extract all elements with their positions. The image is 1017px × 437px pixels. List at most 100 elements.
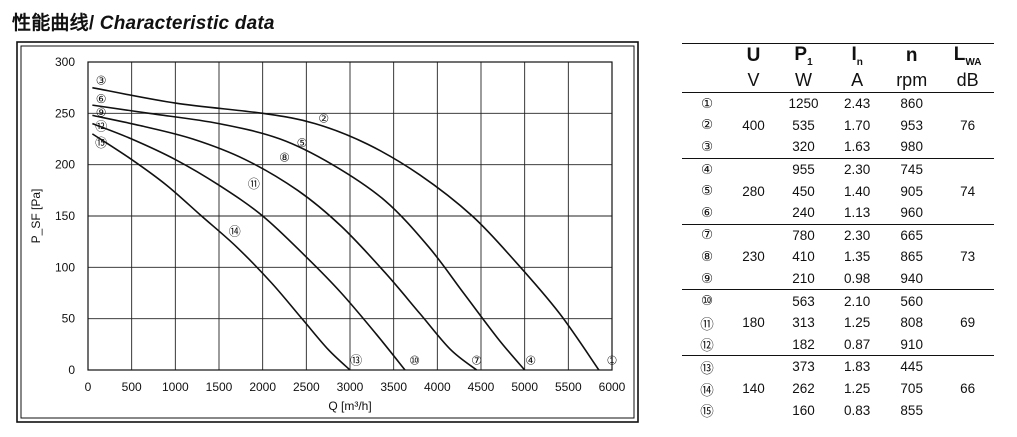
cell-sound-level bbox=[941, 93, 994, 115]
cell-sound-level bbox=[941, 158, 994, 180]
cell-voltage bbox=[732, 224, 775, 246]
unit-power: W bbox=[774, 68, 833, 93]
row-index: ⑭ bbox=[700, 382, 714, 398]
cell-speed: 745 bbox=[900, 162, 923, 178]
x-tick-label: 4000 bbox=[424, 380, 451, 394]
cell-current: 1.70 bbox=[844, 117, 871, 133]
cell-power: 240 bbox=[774, 201, 833, 225]
curve-number-text: ⑬ bbox=[350, 354, 362, 368]
curve-number-label: ② bbox=[318, 111, 329, 125]
curve-number-label: ⑦ bbox=[471, 354, 482, 368]
row-index: ⑬ bbox=[700, 360, 714, 376]
y-tick-label: 150 bbox=[55, 209, 75, 223]
cell-current: 1.13 bbox=[832, 201, 883, 225]
x-tick-label: 5500 bbox=[555, 380, 582, 394]
cell-speed: 940 bbox=[882, 267, 942, 291]
cell-power: 182 bbox=[774, 333, 833, 357]
row-index: ⑨ bbox=[682, 267, 732, 291]
x-tick-label: 5000 bbox=[511, 380, 538, 394]
cell-speed: 665 bbox=[900, 227, 923, 243]
cell-sound-level bbox=[941, 399, 994, 421]
cell-power: 160 bbox=[792, 402, 815, 418]
cell-current: 1.25 bbox=[844, 315, 871, 331]
cell-voltage bbox=[732, 290, 775, 312]
unit-voltage: V bbox=[732, 68, 775, 93]
chart-outer-frame bbox=[16, 41, 639, 423]
header-current: In bbox=[832, 43, 883, 68]
cell-power: 563 bbox=[792, 293, 815, 309]
unit-current: A bbox=[832, 68, 883, 93]
cell-speed: 445 bbox=[900, 359, 923, 375]
header-power: P1 bbox=[774, 43, 833, 68]
table-row: ④ 955 2.30 745 bbox=[682, 158, 994, 180]
cell-speed: 855 bbox=[900, 402, 923, 418]
cell-voltage bbox=[732, 201, 775, 225]
table-row: ⑥ 240 1.13 960 bbox=[682, 201, 994, 225]
table-row: ① 1250 2.43 860 bbox=[682, 93, 994, 115]
row-index: ③ bbox=[682, 136, 732, 159]
cell-voltage: 400 bbox=[742, 117, 765, 133]
fan-curves bbox=[91, 86, 600, 371]
y-tick-labels: 0 50 100 150 200 250 300 bbox=[55, 55, 75, 377]
cell-sound-level bbox=[941, 224, 994, 246]
curve-number-text: ⑪ bbox=[248, 177, 260, 191]
cell-current: 2.30 bbox=[844, 162, 871, 178]
curve-number-label: ⑭ bbox=[229, 224, 241, 238]
title-chinese: 性能曲线 bbox=[12, 12, 89, 34]
curve-number-text: ⑭ bbox=[229, 224, 241, 238]
cell-current: 0.98 bbox=[832, 267, 883, 291]
fan-curve-line bbox=[92, 122, 406, 371]
header-index-blank bbox=[682, 43, 732, 68]
table-row: ② 400 535 1.70 953 76 bbox=[682, 115, 994, 137]
x-tick-label: 2500 bbox=[293, 380, 320, 394]
cell-voltage bbox=[732, 93, 775, 115]
curve-number-label: ⑮ bbox=[95, 136, 107, 150]
cell-sound-level bbox=[941, 333, 994, 357]
cell-sound-level: 76 bbox=[960, 117, 976, 133]
curve-number-label: ⑪ bbox=[248, 177, 260, 191]
row-index: ① bbox=[700, 95, 714, 111]
header-speed: n bbox=[882, 43, 942, 68]
curve-number-label: ⑧ bbox=[279, 150, 290, 164]
table-row: ⑭ 140 262 1.25 705 66 bbox=[682, 378, 994, 400]
spec-table: U P1 In n LWA V W A rpm dB ① 1250 2.43 860 ②… bbox=[682, 43, 994, 421]
fan-curve-line bbox=[92, 114, 478, 371]
chart-grid bbox=[87, 61, 613, 371]
table-row: ⑩ 563 2.10 560 bbox=[682, 290, 994, 312]
cell-power: 320 bbox=[774, 136, 833, 159]
cell-current: 0.83 bbox=[844, 402, 871, 418]
cell-voltage bbox=[732, 399, 775, 421]
table-body: ① 1250 2.43 860 ② 400 535 1.70 953 76 ③ 320 1.63 980 ④… bbox=[682, 93, 994, 421]
curve-number-text: ⑤ bbox=[297, 136, 308, 150]
cell-sound-level bbox=[941, 136, 994, 159]
title-separator: / bbox=[88, 13, 95, 34]
curve-number-label: ③ bbox=[96, 73, 107, 87]
curve-number-label: ⑨ bbox=[96, 105, 107, 119]
cell-current: 1.35 bbox=[844, 249, 871, 265]
curve-number-text: ④ bbox=[525, 354, 536, 368]
chart-inner-frame bbox=[20, 45, 635, 419]
cell-current: 2.43 bbox=[844, 96, 871, 112]
row-index: ⑫ bbox=[682, 333, 732, 357]
table-row: ⑦ 780 2.30 665 bbox=[682, 224, 994, 246]
cell-power: 410 bbox=[792, 249, 815, 265]
cell-voltage bbox=[732, 136, 775, 159]
table-row: ⑧ 230 410 1.35 865 73 bbox=[682, 246, 994, 268]
row-index: ⑦ bbox=[700, 227, 714, 243]
title-english: Characteristic data bbox=[99, 13, 275, 34]
cell-power: 955 bbox=[792, 162, 815, 178]
table-row: ⑤ 280 450 1.40 905 74 bbox=[682, 180, 994, 202]
page-title: 性能曲线/ Characteristic data bbox=[12, 8, 275, 35]
x-tick-label: 4500 bbox=[468, 380, 495, 394]
fan-curve-line bbox=[92, 86, 600, 371]
fan-curve-line bbox=[92, 104, 526, 371]
table-row: ③ 320 1.63 980 bbox=[682, 136, 994, 159]
table-row: ⑨ 210 0.98 940 bbox=[682, 267, 994, 291]
curve-number-text: ⑮ bbox=[95, 136, 107, 150]
cell-sound-level: 74 bbox=[960, 183, 976, 199]
y-tick-label: 50 bbox=[62, 312, 76, 326]
cell-voltage: 230 bbox=[742, 249, 765, 265]
table-row: ⑫ 182 0.87 910 bbox=[682, 333, 994, 357]
cell-current: 0.87 bbox=[832, 333, 883, 357]
